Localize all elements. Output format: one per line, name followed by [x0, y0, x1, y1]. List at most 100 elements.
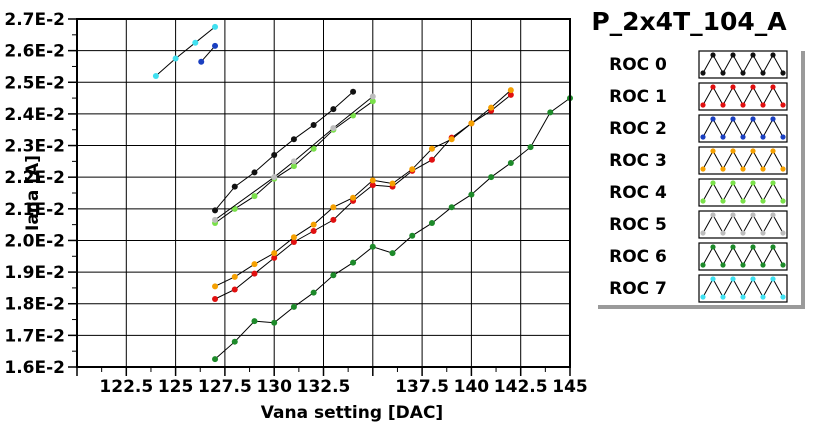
chart-title: P_2x4T_104_A	[591, 7, 787, 36]
data-point	[251, 169, 258, 176]
x-tick-label: 137.5	[395, 377, 449, 397]
legend-marker	[720, 134, 726, 140]
legend-marker	[720, 294, 726, 300]
legend-marker	[730, 180, 736, 186]
data-point	[231, 286, 238, 293]
data-point	[310, 221, 317, 228]
legend-marker	[700, 70, 706, 76]
data-point	[488, 104, 495, 111]
legend-marker	[730, 52, 736, 58]
legend-label: ROC 1	[609, 87, 667, 107]
data-point	[468, 191, 475, 198]
data-point	[212, 216, 219, 223]
legend-marker	[750, 212, 756, 218]
data-point	[310, 289, 317, 296]
data-point	[290, 158, 297, 165]
series-6	[212, 95, 573, 363]
legend-marker	[700, 198, 706, 204]
data-point	[172, 55, 179, 62]
legend-marker	[780, 230, 786, 236]
legend-marker	[710, 180, 716, 186]
y-axis-title: Iana [A]	[23, 155, 43, 231]
data-point	[198, 58, 205, 65]
data-point	[409, 232, 416, 239]
axis-ticks	[68, 18, 571, 376]
legend-marker	[750, 52, 756, 58]
legend-marker	[730, 276, 736, 282]
data-point	[350, 194, 357, 201]
legend-entry-0: ROC 0	[609, 50, 788, 79]
data-point	[251, 318, 258, 325]
data-point	[251, 193, 258, 200]
x-axis-title: Vana setting [DAC]	[261, 403, 443, 423]
data-point	[448, 136, 455, 143]
legend-marker	[720, 262, 726, 268]
series-3	[212, 87, 514, 290]
tick-labels: 1.6E-2 1.7E-2 1.8E-2 1.9E-2 2.0E-2 2.1E-2 2.2E…	[4, 10, 587, 397]
y-tick-label: 2.6E-2	[4, 42, 65, 62]
legend-marker	[780, 262, 786, 268]
data-point	[310, 121, 317, 128]
legend-marker	[750, 180, 756, 186]
data-point	[152, 72, 159, 79]
legend-marker	[760, 294, 766, 300]
legend-label: ROC 0	[609, 55, 667, 75]
legend-entry-7: ROC 7	[609, 274, 788, 303]
legend-marker	[740, 198, 746, 204]
legend-marker	[780, 134, 786, 140]
data-point	[212, 207, 219, 214]
data-point	[350, 259, 357, 266]
legend-marker	[740, 102, 746, 108]
legend-marker	[720, 70, 726, 76]
data-point	[369, 93, 376, 100]
legend-marker	[770, 276, 776, 282]
legend-label: ROC 4	[609, 183, 667, 203]
legend-entry-5: ROC 5	[609, 210, 788, 239]
data-point	[409, 166, 416, 173]
data-point	[212, 356, 219, 363]
legend-marker	[710, 116, 716, 122]
y-tick-label: 2.3E-2	[4, 137, 65, 157]
legend-marker	[780, 102, 786, 108]
y-tick-label: 1.8E-2	[4, 295, 65, 315]
data-point	[290, 136, 297, 143]
legend-entry-1: ROC 1	[609, 82, 788, 111]
legend-marker	[700, 294, 706, 300]
legend-marker	[760, 102, 766, 108]
legend-marker	[760, 198, 766, 204]
series-2	[198, 42, 219, 65]
legend-marker	[770, 116, 776, 122]
data-point	[271, 254, 278, 261]
legend: ROC 0 ROC 1 ROC 2 ROC 3 ROC 4 ROC 5 ROC 6 ROC 7	[594, 47, 805, 309]
legend-marker	[700, 166, 706, 172]
x-tick-label: 125	[158, 377, 194, 397]
legend-label: ROC 7	[609, 279, 667, 299]
legend-label: ROC 3	[609, 151, 667, 171]
data-point	[350, 88, 357, 95]
data-point	[488, 174, 495, 181]
data-point	[428, 156, 435, 163]
legend-marker	[720, 102, 726, 108]
legend-marker	[770, 148, 776, 154]
legend-marker	[750, 148, 756, 154]
legend-marker	[740, 70, 746, 76]
legend-marker	[750, 116, 756, 122]
legend-marker	[710, 148, 716, 154]
series-line	[214, 94, 512, 300]
data-point	[212, 283, 219, 290]
x-tick-label: 122.5	[99, 377, 153, 397]
legend-marker	[750, 244, 756, 250]
legend-marker	[760, 70, 766, 76]
y-tick-label: 2.0E-2	[4, 231, 65, 251]
data-point	[468, 120, 475, 127]
legend-marker	[700, 102, 706, 108]
data-point	[271, 250, 278, 257]
legend-marker	[730, 116, 736, 122]
data-point	[251, 261, 258, 268]
legend-marker	[700, 230, 706, 236]
y-tick-label: 2.5E-2	[4, 73, 65, 93]
legend-marker	[710, 212, 716, 218]
data-point	[271, 152, 278, 159]
legend-marker	[740, 230, 746, 236]
y-tick-label: 1.6E-2	[4, 358, 65, 378]
